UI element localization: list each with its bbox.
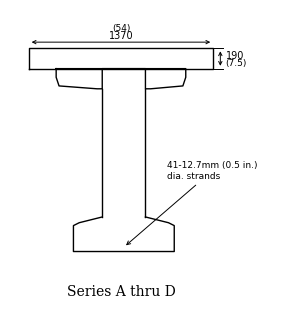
Text: (7.5): (7.5) [226, 59, 247, 69]
Text: 1370: 1370 [109, 31, 133, 41]
Text: 41-12.7mm (0.5 in.)
dia. strands: 41-12.7mm (0.5 in.) dia. strands [127, 161, 257, 245]
Text: 190: 190 [226, 51, 244, 61]
Text: (54): (54) [112, 24, 130, 33]
Text: Series A thru D: Series A thru D [67, 285, 175, 299]
